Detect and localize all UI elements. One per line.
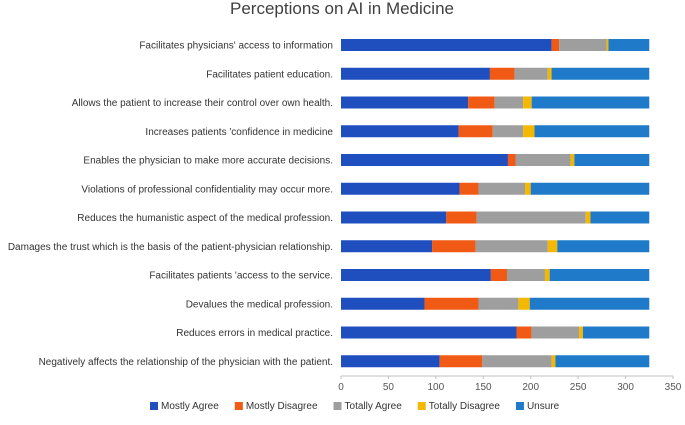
bar-segment-mostly-disagree <box>489 67 515 80</box>
category-label: Reduces errors in medical practice. <box>176 328 333 339</box>
bar-segment-totally-agree <box>492 125 524 138</box>
bar-segment-mostly-agree <box>341 211 447 224</box>
bar-segment-totally-agree <box>478 182 526 195</box>
bar-segment-totally-disagree <box>585 211 591 224</box>
x-axis: 0 50 100 150 200 250 300 350 <box>338 375 682 393</box>
x-tick-label: 250 <box>570 382 587 393</box>
category-labels: Facilitates physicians' access to inform… <box>8 41 334 368</box>
category-label: Facilitates patients 'access to the serv… <box>149 271 333 282</box>
bar-segment-totally-disagree <box>547 67 552 80</box>
bar-segment-mostly-disagree <box>459 182 479 195</box>
bar-segment-totally-disagree <box>518 297 530 310</box>
bar-segment-unsure <box>590 211 650 224</box>
legend-swatch-mostly-disagree <box>234 402 243 410</box>
bar-segment-mostly-agree <box>341 182 460 195</box>
bar-segment-unsure <box>530 182 650 195</box>
bar-segment-mostly-disagree <box>432 240 476 253</box>
bar-segment-unsure <box>574 154 650 166</box>
legend-swatch-totally-agree <box>333 402 342 410</box>
bar-segment-mostly-agree <box>341 326 517 339</box>
bar-segment-mostly-agree <box>341 269 491 281</box>
bar-segment-mostly-agree <box>341 240 433 253</box>
x-tick-label: 200 <box>522 382 539 393</box>
x-tick-label: 350 <box>665 382 682 393</box>
bar-segment-mostly-agree <box>341 125 459 138</box>
category-label: Facilitates physicians' access to inform… <box>139 41 333 52</box>
x-tick-label: 150 <box>475 382 492 393</box>
bar-segment-totally-agree <box>531 326 580 339</box>
bar-segment-mostly-agree <box>341 67 490 80</box>
bar-segment-totally-disagree <box>544 269 550 281</box>
bar-segment-mostly-disagree <box>507 154 516 166</box>
x-tick-label: 50 <box>383 382 395 393</box>
bar-segment-unsure <box>534 125 650 138</box>
bar-segment-unsure <box>557 240 650 253</box>
bar-segment-unsure <box>582 326 650 339</box>
category-label: Damages the trust which is the basis of … <box>8 242 333 253</box>
bar-segment-mostly-disagree <box>458 125 493 138</box>
bar-segment-totally-agree <box>559 39 607 51</box>
x-tick-label: 300 <box>617 382 634 393</box>
bar-segment-mostly-disagree <box>551 39 560 51</box>
bar-segment-totally-agree <box>514 67 548 80</box>
bars-group <box>341 39 650 368</box>
bar-segment-totally-disagree <box>547 240 558 253</box>
bar-segment-mostly-agree <box>341 96 469 109</box>
category-label: Enables the physician to make more accur… <box>83 156 333 167</box>
legend-label: Totally Agree <box>345 401 403 412</box>
category-label: Increases patients 'confidence in medici… <box>145 127 333 138</box>
bar-segment-totally-disagree <box>523 96 532 109</box>
bar-segment-totally-agree <box>476 211 586 224</box>
bar-segment-mostly-disagree <box>490 269 507 281</box>
bar-segment-totally-agree <box>475 240 548 253</box>
bar-segment-totally-disagree <box>551 355 556 368</box>
bar-segment-mostly-agree <box>341 39 552 51</box>
category-label: Facilitates patient education. <box>206 69 333 80</box>
bar-segment-mostly-disagree <box>439 355 483 368</box>
bar-segment-totally-disagree <box>606 39 609 51</box>
legend-swatch-unsure <box>515 402 524 410</box>
bar-segment-mostly-agree <box>341 355 440 368</box>
legend-label: Unsure <box>527 401 560 412</box>
bar-segment-mostly-agree <box>341 297 425 310</box>
bar-segment-mostly-agree <box>341 154 508 166</box>
legend-label: Totally Disagree <box>429 401 501 412</box>
chart-title: Perceptions on AI in Medicine <box>230 0 454 18</box>
bar-segment-totally-agree <box>482 355 552 368</box>
bar-segment-mostly-disagree <box>446 211 477 224</box>
category-label: Devalues the medical profession. <box>186 299 333 310</box>
bar-segment-totally-disagree <box>523 125 535 138</box>
bar-segment-totally-disagree <box>579 326 583 339</box>
legend-swatch-mostly-agree <box>150 402 158 410</box>
category-label: Violations of professional confidentiali… <box>81 184 333 195</box>
bar-segment-totally-disagree <box>525 182 531 195</box>
category-label: Negatively affects the relationship of t… <box>39 357 333 368</box>
category-label: Reduces the humanistic aspect of the med… <box>77 213 333 224</box>
bar-segment-unsure <box>531 96 650 109</box>
legend: Mostly Agree Mostly Disagree Totally Agree… <box>150 401 560 412</box>
bar-segment-totally-agree <box>478 297 519 310</box>
bar-segment-mostly-disagree <box>516 326 532 339</box>
x-tick-label: 0 <box>338 382 344 393</box>
legend-swatch-totally-disagree <box>417 402 426 410</box>
bar-segment-unsure <box>551 67 650 80</box>
bar-segment-totally-agree <box>494 96 524 109</box>
bar-segment-mostly-disagree <box>468 96 495 109</box>
x-tick-label: 100 <box>428 382 445 393</box>
bar-segment-totally-agree <box>507 269 545 281</box>
legend-label: Mostly Agree <box>161 401 219 412</box>
bar-segment-unsure <box>549 269 650 281</box>
bar-segment-unsure <box>529 297 650 310</box>
bar-segment-unsure <box>608 39 650 51</box>
bar-segment-totally-disagree <box>570 154 575 166</box>
category-label: Allows the patient to increase their con… <box>72 98 333 109</box>
bar-segment-totally-agree <box>515 154 571 166</box>
bar-segment-unsure <box>555 355 650 368</box>
bar-segment-mostly-disagree <box>424 297 479 310</box>
legend-label: Mostly Disagree <box>246 401 318 412</box>
